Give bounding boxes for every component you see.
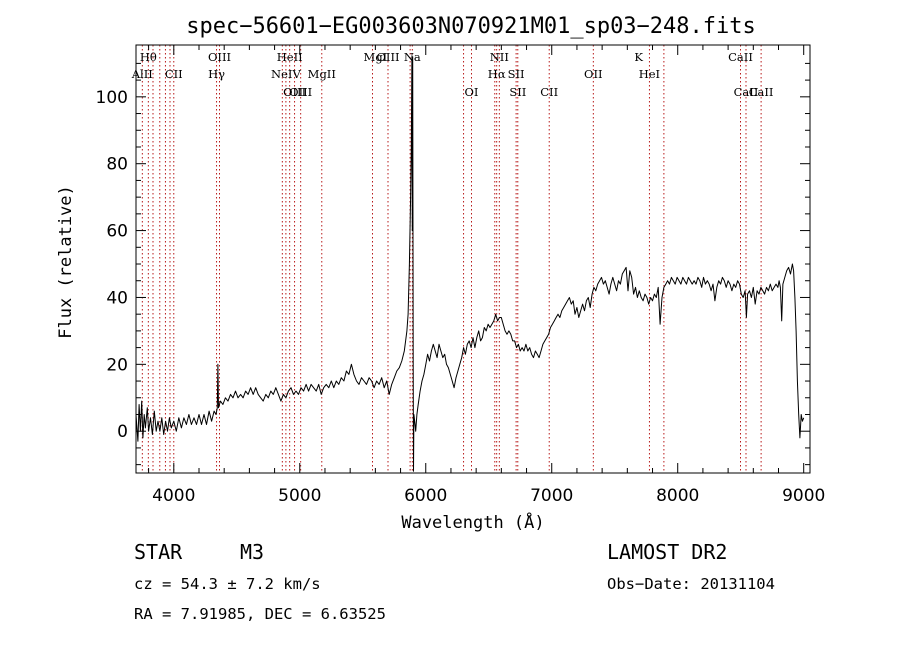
y-tick-label: 100 [96, 88, 128, 108]
spectral-line-label: MgI [364, 50, 388, 64]
spectral-line-label: SII [509, 85, 526, 99]
spectral-line-label: CII [165, 67, 183, 81]
x-tick-label: 9000 [782, 486, 825, 506]
spectral-line-label: Hα [488, 67, 506, 81]
obs-date: Obs−Date: 20131104 [607, 575, 775, 593]
spectral-line-label: CII [540, 85, 558, 99]
spectral-line-label: Hγ [208, 67, 225, 81]
spectral-line-label: NII [490, 50, 509, 64]
spectral-line-label: CaII [728, 50, 753, 64]
y-axis-ticks: 0 20 40 60 80 100 [96, 62, 810, 466]
x-tick-label: 4000 [152, 486, 195, 506]
x-tick-label: 6000 [404, 486, 447, 506]
coordinates: RA = 7.91985, DEC = 6.63525 [134, 605, 386, 623]
spectrum-series [135, 56, 805, 472]
spectral-line-label: OII [584, 67, 603, 81]
y-axis-label: Flux (relative) [56, 185, 76, 339]
object-subclass: M3 [240, 540, 264, 564]
object-type: STAR [134, 540, 183, 564]
y-tick-label: 0 [117, 422, 128, 442]
survey-name: LAMOST DR2 [607, 540, 727, 564]
x-tick-label: 5000 [278, 486, 321, 506]
spectral-line-label: OIII [376, 50, 399, 64]
y-tick-label: 20 [106, 355, 128, 375]
x-axis-ticks: 4000 5000 6000 7000 8000 9000 [148, 45, 825, 506]
y-tick-label: 40 [106, 288, 128, 308]
spectral-line-label: OIII [208, 50, 231, 64]
x-tick-label: 8000 [656, 486, 699, 506]
spectral-line-label: AlII [131, 67, 153, 81]
spectral-line-label: K [634, 50, 643, 64]
chart-title: spec−56601−EG003603N070921M01_sp03−248.f… [186, 14, 756, 39]
spectral-line-label: OIII [289, 85, 312, 99]
spectral-line-label: OIII [283, 85, 306, 99]
spectral-line-label: CaII [749, 85, 774, 99]
spectral-line-label: CaII [734, 85, 759, 99]
spectral-line-markers [141, 45, 762, 473]
spectrum-line [135, 56, 805, 472]
x-axis-label: Wavelength (Å) [401, 511, 544, 533]
spectral-line-label: NeIV [271, 67, 301, 81]
spectral-line-label: HeI [639, 67, 660, 81]
y-tick-label: 80 [106, 155, 128, 175]
y-tick-label: 60 [106, 222, 128, 242]
spectral-line-label: SII [508, 67, 525, 81]
spectral-line-label: MgII [308, 67, 336, 81]
x-tick-label: 7000 [530, 486, 573, 506]
spectral-line-label: OI [465, 85, 479, 99]
redshift-readout: cz = 54.3 ± 7.2 km/s [134, 575, 321, 593]
spectral-line-label: HeII [277, 50, 303, 64]
spectral-line-label: Hθ [140, 50, 157, 64]
plot-frame [135, 44, 811, 474]
